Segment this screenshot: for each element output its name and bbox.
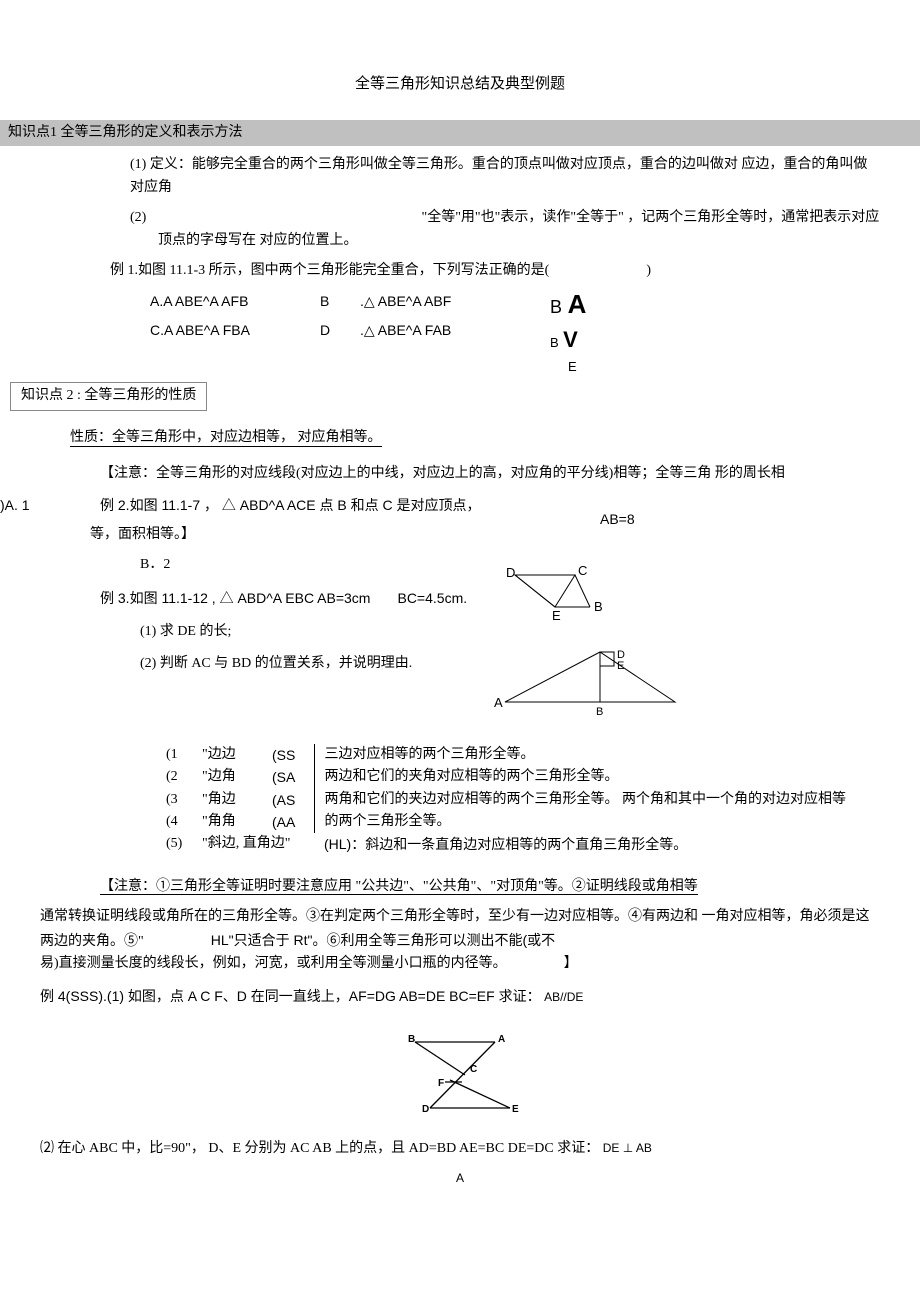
ex1-optC: C.A ABE^A FBA	[150, 319, 320, 341]
fig-label-V: V	[563, 327, 578, 352]
fig1-B: B	[594, 599, 603, 614]
left-label-a1: )A. 1	[0, 494, 30, 516]
kp1-header: 知识点1 全等三角形的定义和表示方法	[0, 120, 920, 146]
ex4-prove: AB//DE	[544, 990, 583, 1004]
ex1-label: 例 1.如图 11.1-3 所示，图中两个三角形能完全重合，下列写法正确的是(	[110, 263, 549, 278]
ex4fig-C: C	[470, 1064, 477, 1075]
kp2-header: 知识点 2 : 全等三角形的性质	[10, 382, 207, 410]
ex3-figure1: D C E B	[480, 565, 610, 625]
cond-abbr: (SA	[266, 766, 314, 788]
ex1-optA: A.A ABE^A AFB	[150, 290, 320, 312]
ex4fig-B: B	[408, 1034, 415, 1045]
kp1-item2: (2) "全等"用"也"表示，读作"全等于" ，记两个三角形全等时，通常把表示对…	[40, 207, 880, 252]
ex4-2-line: ⑵ 在心 ABC 中，比=90"， D、E 分别为 AC AB 上的点，且 AD…	[40, 1138, 880, 1160]
ex2-line1: 例 2.如图 11.1-7 ， △ ABD^A ACE 点 B 和点 C 是对应…	[40, 494, 880, 518]
ex3-label-row: 例 3.如图 11.1-12 , △ ABD^A EBC AB=3cm BC=4…	[40, 587, 880, 611]
cond5-desc: (HL)：斜边和一条直角边对应相等的两个直角三角形全等。	[314, 833, 852, 855]
ex3-bc: BC=4.5cm.	[397, 590, 467, 606]
ex4-label: 例 4(SSS).(1) 如图，点 A C F、D 在同一直线上，AF=DG A…	[40, 988, 541, 1004]
example1: 例 1.如图 11.1-3 所示，图中两个三角形能完全重合，下列写法正确的是( …	[40, 260, 880, 282]
ex1-optD-letter: D	[320, 319, 360, 341]
table-row: (4 "角角 (AA 的两个三角形全等。	[160, 811, 852, 833]
kp1-item1: (1) 定义：能够完全重合的两个三角形叫做全等三角形。重合的顶点叫做对应顶点，重…	[40, 154, 880, 199]
fig1-C: C	[578, 565, 587, 578]
note2-line1: 【注意：①三角形全等证明时要注意应用 "公共边"、"公共角"、"对顶角"等。②证…	[40, 876, 880, 898]
cond-name: "角角	[196, 811, 266, 833]
kp1-item1-num: (1)	[130, 157, 146, 172]
ex4-line: 例 4(SSS).(1) 如图，点 A C F、D 在同一直线上，AF=DG A…	[40, 985, 880, 1009]
note2-c: 易)直接测量长度的线段长，例如，河宽，或利用全等测量小口瓶的内径等。	[40, 956, 507, 971]
page-title: 全等三角形知识总结及典型例题	[0, 0, 920, 120]
cond-desc: 两边和它们的夹角对应相等的两个三角形全等。	[314, 766, 852, 788]
cond-n: (2	[160, 766, 196, 788]
ex1-row1: A.A ABE^A AFB B .△ ABE^A ABF	[40, 290, 880, 312]
fig1-E: E	[552, 608, 561, 623]
ex4fig-E: E	[512, 1104, 519, 1115]
ex4fig-D: D	[422, 1104, 429, 1115]
fig2-A: A	[494, 695, 503, 710]
ex2-tail: 等，面积相等。】	[40, 524, 880, 546]
cond-n: (3	[160, 789, 196, 811]
ex3-figure2: A D E B	[490, 647, 690, 717]
ex4-2-label: ⑵ 在心 ABC 中，比=90"， D、E 分别为 AC AB 上的点，且 AD…	[40, 1141, 599, 1156]
ex4fig-A: A	[498, 1034, 505, 1045]
note2-a: 【注意：①三角形全等证明时要注意应用 "公共边"、"公共角"、"对顶角"等。②证…	[100, 879, 698, 895]
table-row: (2 "边角 (SA 两边和它们的夹角对应相等的两个三角形全等。	[160, 766, 852, 788]
table-row: (3 "角边 (AS 两角和它们的夹边对应相等的两个三角形全等。 两个角和其中一…	[160, 789, 852, 811]
fig-label-A: A	[568, 289, 587, 319]
note2-hl: HL"只适合于 Rt"。⑥利用全等三角形可以测出不能(或不	[211, 932, 555, 948]
cond5-name: "斜边, 直角边"	[196, 833, 314, 855]
ex4fig-F: F	[438, 1078, 444, 1089]
note2-line3: 易)直接测量长度的线段长，例如，河宽，或利用全等测量小口瓶的内径等。 】	[40, 953, 880, 975]
cond-abbr: (SS	[266, 744, 314, 766]
kp2-note: 【注意：全等三角形的对应线段(对应边上的中线，对应边上的高，对应角的平分线)相等…	[40, 463, 880, 485]
ex3-q1: (1) 求 DE 的长;	[40, 621, 880, 643]
fig-label-E: E	[568, 357, 586, 378]
fig2-E: E	[617, 660, 624, 672]
note2-line2: 通常转换证明线段或角所在的三角形全等。③在判定两个三角形全等时，至少有一边对应相…	[40, 906, 880, 953]
cond-name: "边边	[196, 744, 266, 766]
fig-label-B1: B	[550, 297, 562, 317]
ex3-label: 例 3.如图 11.1-12 , △ ABD^A EBC AB=3cm	[100, 590, 370, 606]
cond-name: "角边	[196, 789, 266, 811]
ex1-optB-text: .△ ABE^A ABF	[360, 290, 540, 312]
cond-desc: 两角和它们的夹边对应相等的两个三角形全等。 两个角和其中一个角的对边对应相等	[314, 789, 852, 811]
ex4-figure: B A F C D E	[40, 1030, 880, 1128]
cond-name: "边角	[196, 766, 266, 788]
cond-desc: 三边对应相等的两个三角形全等。	[314, 744, 852, 766]
kp2-prop-text: 性质：全等三角形中，对应边相等， 对应角相等。	[70, 430, 382, 447]
note2-end: 】	[564, 956, 578, 971]
table-row: (1 "边边 (SS 三边对应相等的两个三角形全等。	[160, 744, 852, 766]
ex2-b2: B．2	[40, 554, 880, 576]
ex3-q2: (2) 判断 AC 与 BD 的位置关系，并说明理由.	[40, 653, 880, 675]
fig2-B: B	[596, 706, 603, 717]
kp1-item2-num: (2)	[130, 207, 158, 229]
cond-desc: 的两个三角形全等。	[314, 811, 852, 833]
cond-n: (4	[160, 811, 196, 833]
cond-abbr: (AA	[266, 811, 314, 833]
ex1-figure: B A B V E	[550, 284, 586, 378]
ex4-2-prove: DE ⊥ AB	[603, 1141, 652, 1155]
kp1-item1-text: 定义：能够完全重合的两个三角形叫做全等三角形。重合的顶点叫做对应顶点，重合的边叫…	[130, 157, 867, 194]
fig1-D: D	[506, 565, 515, 580]
ex4-2-A: A	[40, 1169, 880, 1188]
table-row: (5) "斜边, 直角边" (HL)：斜边和一条直角边对应相等的两个直角三角形全…	[160, 833, 852, 855]
ex1-row2: C.A ABE^A FBA D .△ ABE^A FAB	[40, 319, 880, 341]
ex1-optB-letter: B	[320, 290, 360, 312]
conditions-table: (1 "边边 (SS 三边对应相等的两个三角形全等。 (2 "边角 (SA 两边…	[160, 744, 852, 856]
ex2-ab: AB=8	[600, 508, 635, 530]
cond-abbr: (AS	[266, 789, 314, 811]
ex1-optD-text: .△ ABE^A FAB	[360, 319, 540, 341]
cond5-n: (5)	[160, 833, 196, 855]
cond-n: (1	[160, 744, 196, 766]
ex1-paren: )	[646, 263, 651, 278]
ex2-label: 例 2.如图 11.1-7 ， △ ABD^A ACE 点 B 和点 C 是对应…	[100, 497, 481, 513]
kp2-property: 性质：全等三角形中，对应边相等， 对应角相等。	[40, 427, 880, 449]
kp1-item2-text-a: "全等"用"也"表示，读作"全等于"	[422, 210, 624, 225]
fig-label-B2: B	[550, 335, 559, 350]
